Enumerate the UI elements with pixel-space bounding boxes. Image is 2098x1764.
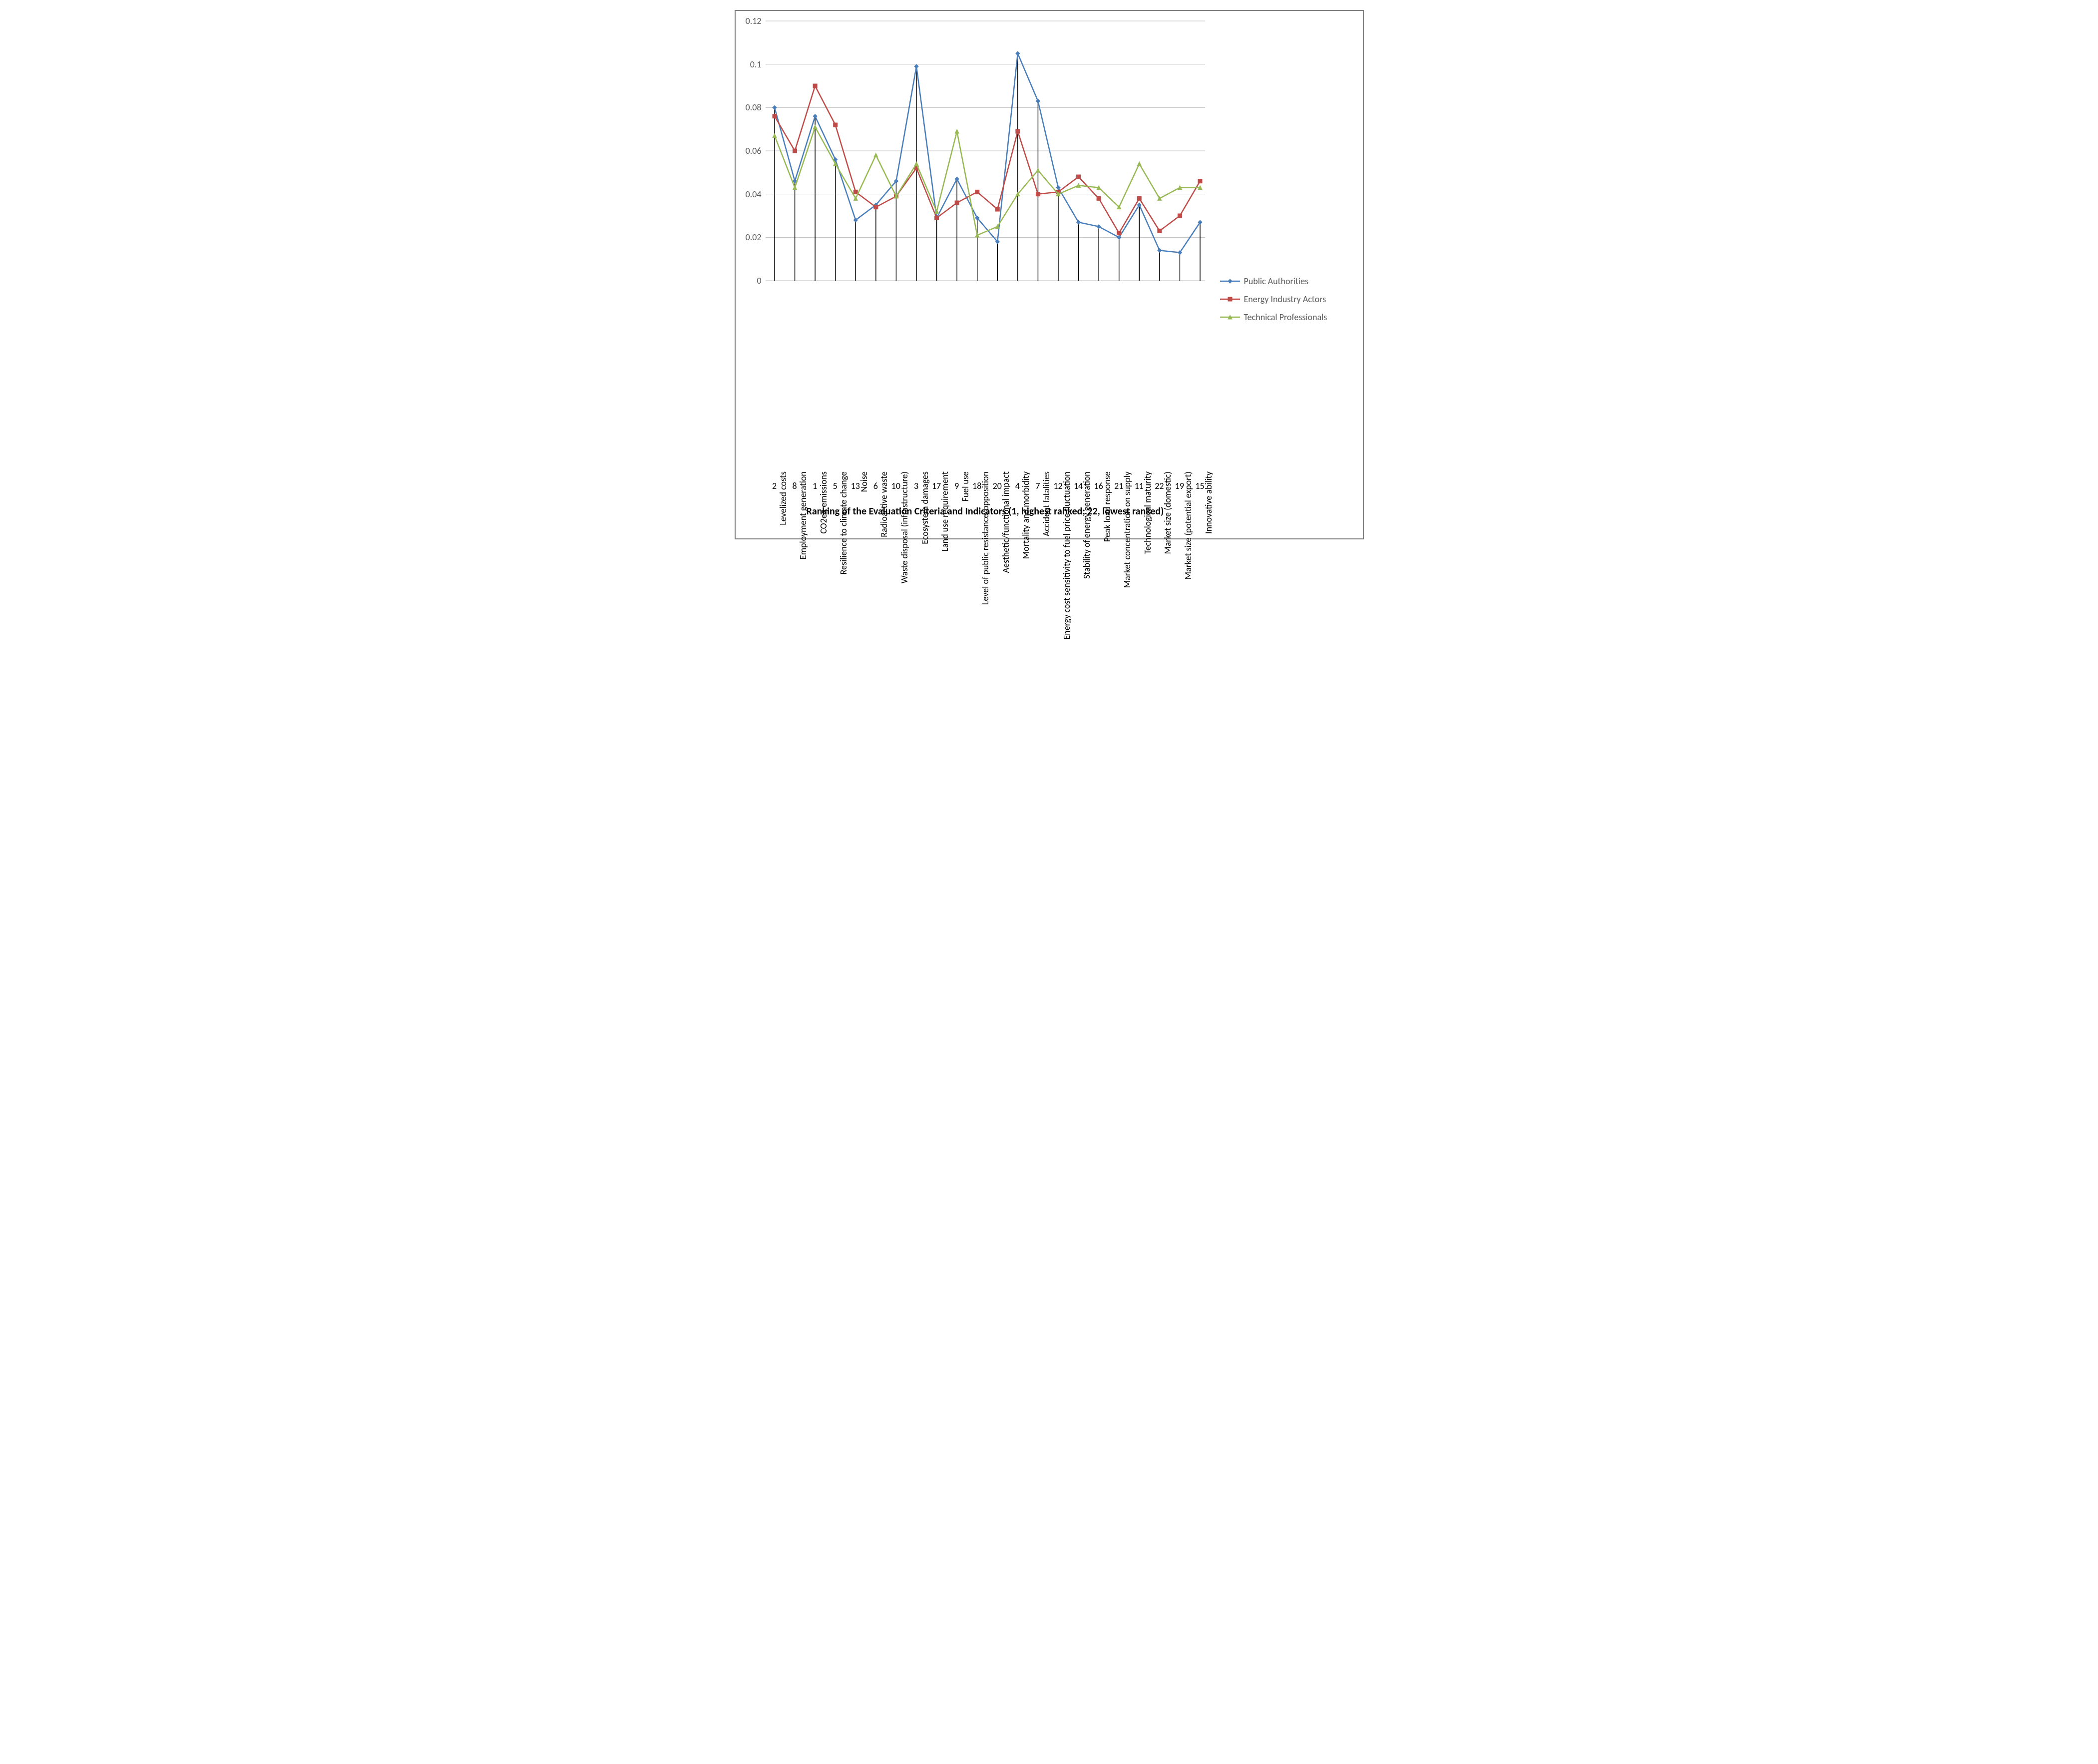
rank-label: 9 xyxy=(954,480,959,491)
legend: Public Authorities Energy Industry Actors… xyxy=(1220,276,1327,330)
rank-label: 18 xyxy=(972,480,981,491)
y-tick-label: 0.12 xyxy=(746,15,766,26)
rank-label: 7 xyxy=(1035,480,1040,491)
rank-label: 20 xyxy=(993,480,1002,491)
legend-item: Energy Industry Actors xyxy=(1220,294,1327,305)
y-tick-label: 0.04 xyxy=(746,189,766,200)
x-category-label: Energy cost sensitivity to fuel price fl… xyxy=(1061,471,1072,640)
rank-label: 4 xyxy=(1015,480,1020,491)
rank-label: 3 xyxy=(914,480,918,491)
legend-item: Public Authorities xyxy=(1220,276,1327,287)
rank-label: 12 xyxy=(1053,480,1062,491)
chart-frame: 00.020.040.060.080.10.12 Levelized costs… xyxy=(735,10,1364,539)
legend-label: Public Authorities xyxy=(1244,276,1308,287)
y-tick-label: 0.06 xyxy=(746,145,766,156)
rank-label: 10 xyxy=(891,480,900,491)
y-tick-label: 0.08 xyxy=(746,102,766,113)
rank-label: 19 xyxy=(1175,480,1184,491)
rank-label: 15 xyxy=(1195,480,1204,491)
rank-label: 8 xyxy=(793,480,797,491)
y-tick-label: 0 xyxy=(757,275,765,286)
y-tick-label: 0.1 xyxy=(750,59,766,70)
rank-labels: 28151361031791820471214162111221915 xyxy=(766,480,1205,495)
rank-label: 22 xyxy=(1155,480,1164,491)
rank-label: 6 xyxy=(873,480,878,491)
rank-label: 11 xyxy=(1135,480,1144,491)
rank-label: 16 xyxy=(1094,480,1103,491)
y-tick-label: 0.02 xyxy=(746,232,766,243)
legend-item: Technical Professionals xyxy=(1220,312,1327,323)
rank-label: 21 xyxy=(1114,480,1123,491)
x-axis-title: Ranking of the Evaluation Criteria and I… xyxy=(766,505,1205,517)
plot-svg xyxy=(766,21,1205,281)
plot-area: 00.020.040.060.080.10.12 xyxy=(766,21,1205,281)
legend-swatch xyxy=(1220,294,1240,304)
legend-swatch xyxy=(1220,312,1240,322)
legend-label: Technical Professionals xyxy=(1244,312,1327,323)
legend-swatch xyxy=(1220,276,1240,286)
rank-label: 1 xyxy=(813,480,817,491)
rank-label: 17 xyxy=(932,480,941,491)
rank-label: 2 xyxy=(772,480,777,491)
rank-label: 13 xyxy=(851,480,860,491)
legend-label: Energy Industry Actors xyxy=(1244,294,1326,305)
x-category-labels: Levelized costsEmployment generationCO2e… xyxy=(766,287,1205,476)
rank-label: 14 xyxy=(1074,480,1083,491)
rank-label: 5 xyxy=(833,480,838,491)
